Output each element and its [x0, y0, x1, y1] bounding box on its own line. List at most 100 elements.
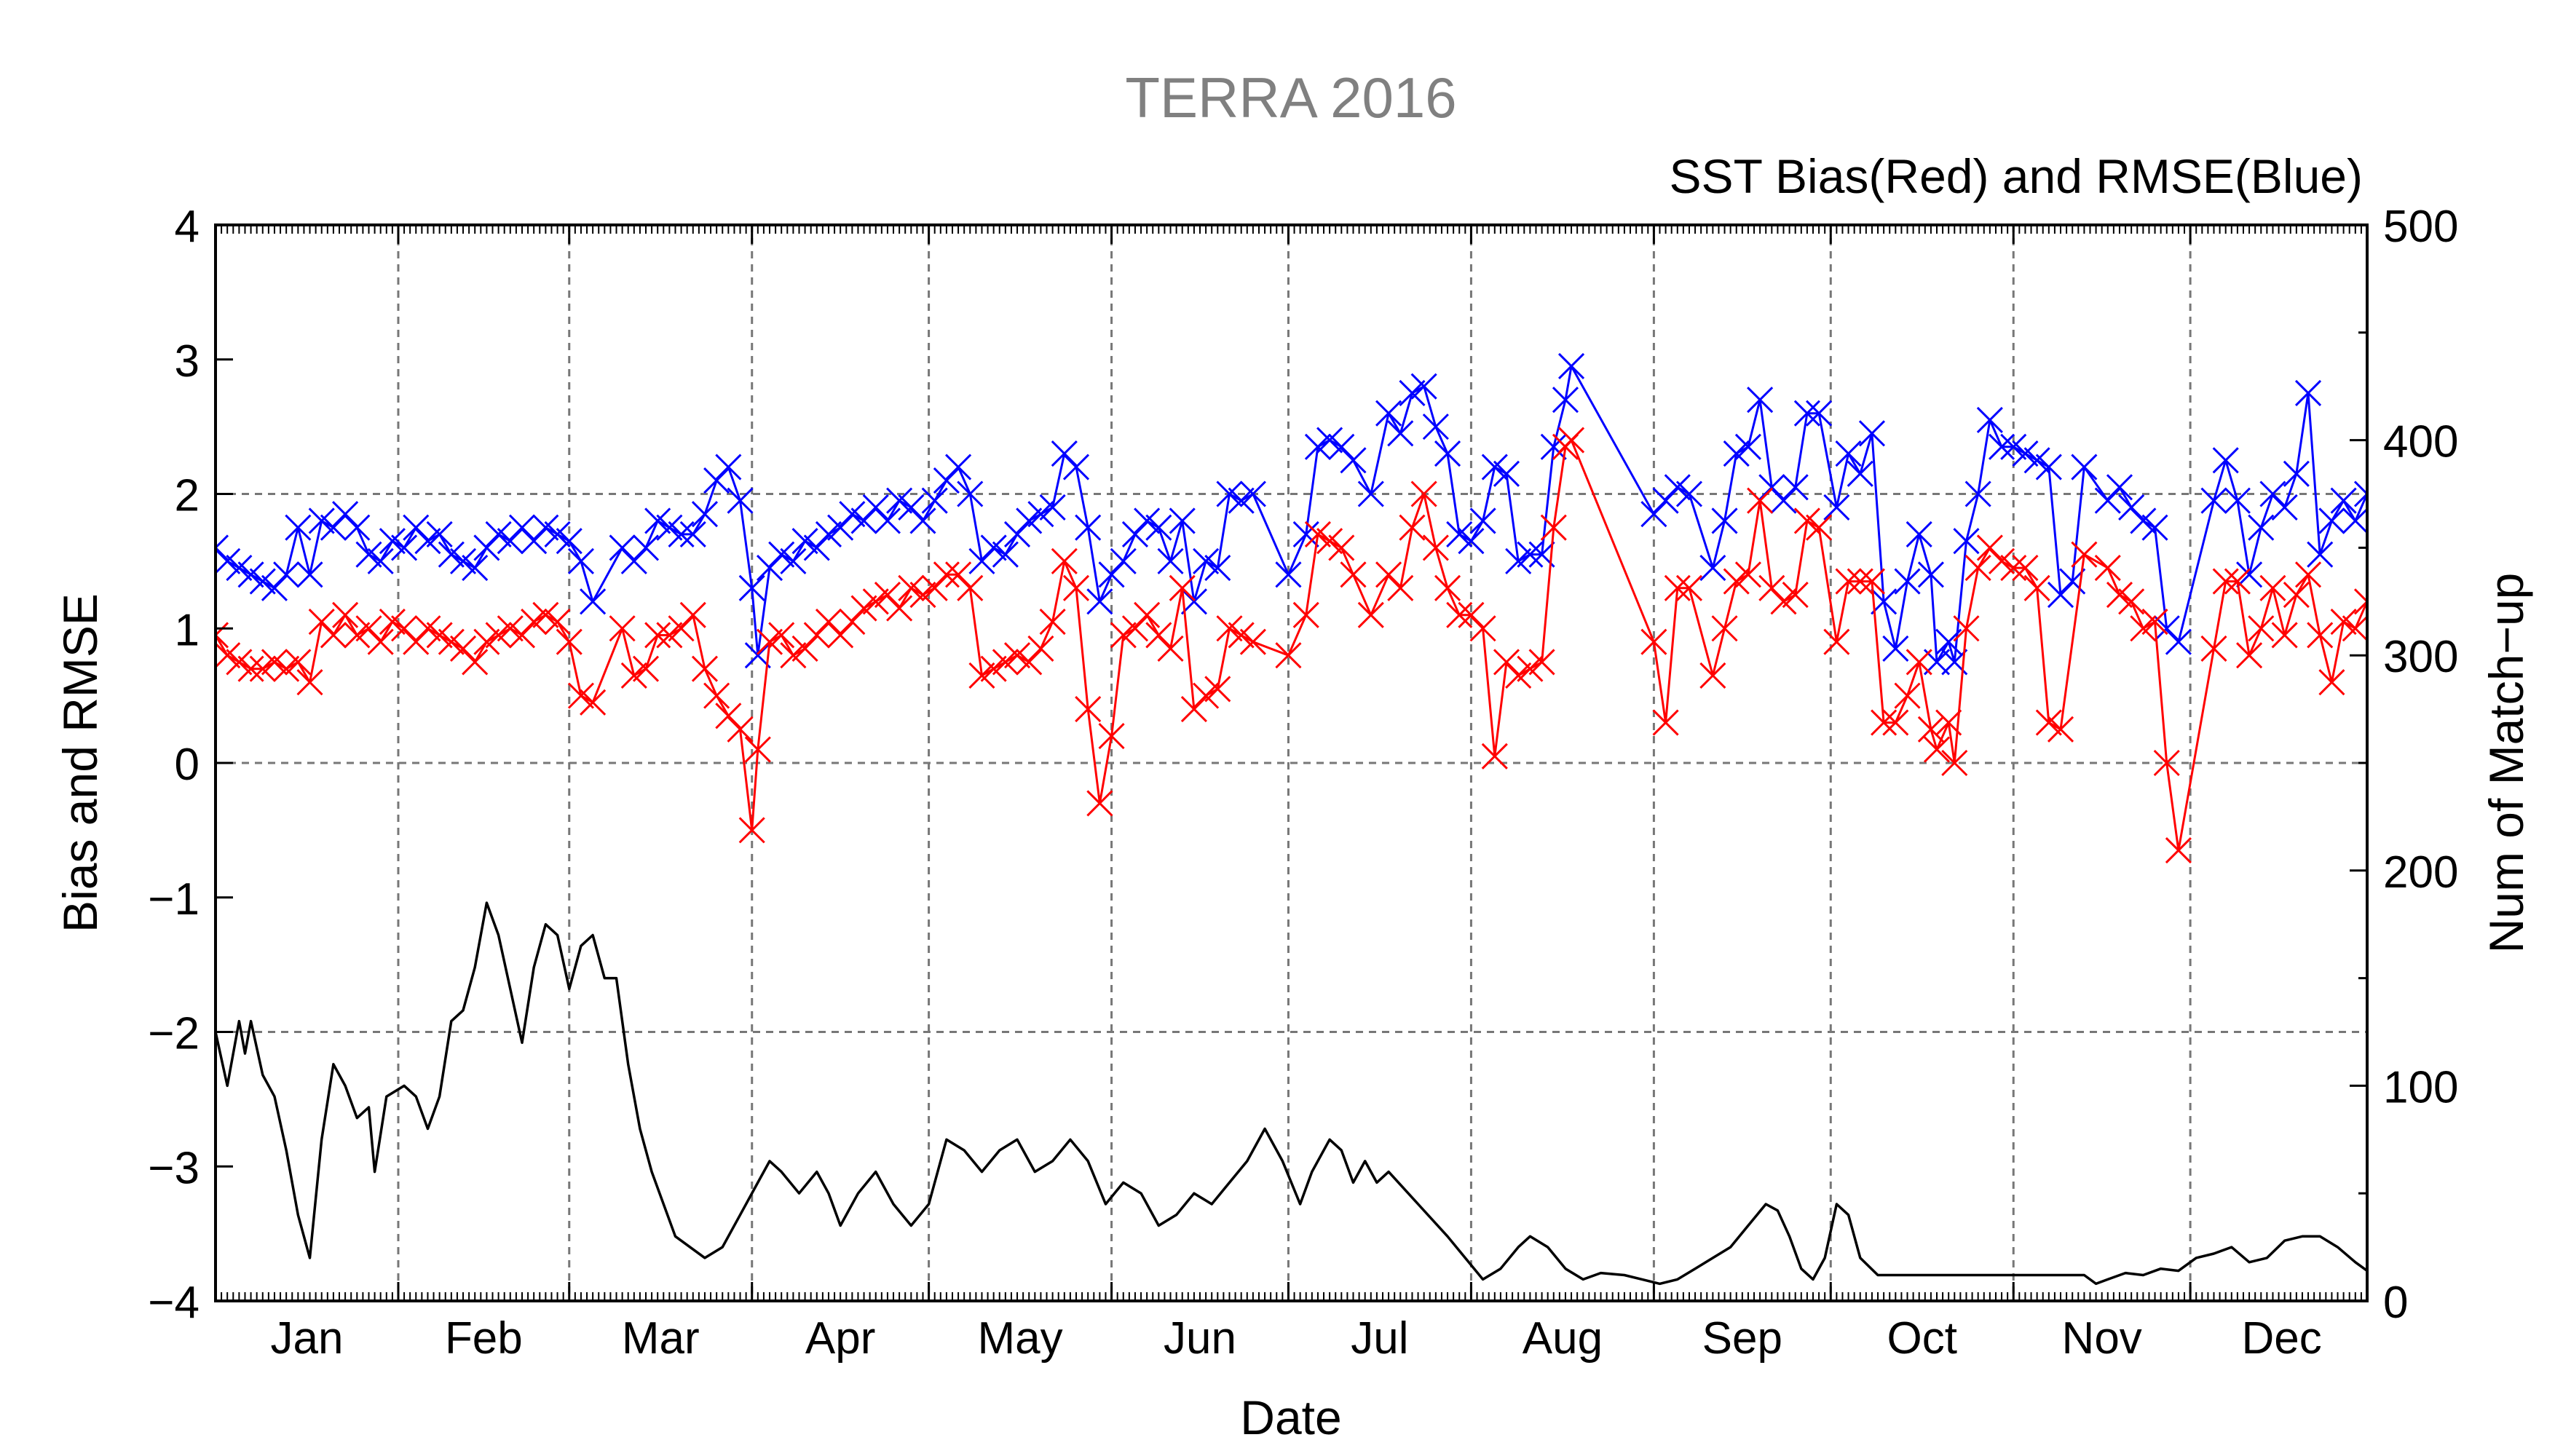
data-point-marker	[703, 682, 730, 709]
data-point-marker	[1216, 615, 1243, 642]
data-point-marker	[332, 501, 359, 528]
data-point-marker	[1770, 487, 1797, 514]
data-point-marker	[1228, 487, 1255, 514]
data-point-marker	[1387, 574, 1414, 601]
data-point-marker	[320, 622, 347, 649]
data-point-marker	[320, 514, 347, 541]
data-point-marker	[668, 615, 695, 642]
data-point-marker	[1039, 494, 1066, 521]
data-point-marker	[473, 534, 500, 561]
data-point-marker	[1557, 352, 1585, 380]
data-point-marker	[756, 555, 783, 582]
data-point-marker	[1121, 615, 1149, 642]
data-point-marker	[2153, 749, 2180, 777]
data-point-marker	[1422, 534, 1449, 561]
data-point-marker	[2200, 635, 2227, 662]
data-point-marker	[1481, 743, 1508, 769]
data-point-marker	[1540, 433, 1567, 460]
data-point-marker	[1882, 709, 1909, 736]
data-point-marker	[1793, 400, 1820, 427]
data-point-marker	[1517, 541, 1544, 568]
data-point-marker	[668, 521, 695, 547]
data-point-marker	[2071, 541, 2098, 568]
data-point-marker	[1458, 601, 1485, 628]
data-point-marker	[1806, 514, 1833, 541]
data-point-marker	[556, 628, 583, 655]
data-point-marker	[2106, 474, 2133, 501]
data-point-marker	[249, 568, 276, 595]
data-point-marker	[609, 534, 636, 561]
data-point-marker	[2248, 615, 2275, 642]
data-point-marker	[1711, 507, 1738, 534]
x-tick-label: Jul	[1351, 1313, 1408, 1364]
data-point-marker	[1216, 480, 1243, 507]
data-point-marker	[273, 655, 300, 682]
y-tick-label: 0	[175, 740, 200, 790]
data-point-marker	[1976, 406, 2003, 433]
x-tick-label: Oct	[1887, 1313, 1957, 1364]
x-axis-label: Date	[1240, 1390, 1341, 1444]
data-point-marker	[449, 635, 477, 662]
data-point-marker	[403, 628, 430, 655]
y-tick-label: 4	[175, 202, 200, 252]
data-point-marker	[249, 655, 276, 682]
y2-tick-label: 0	[2383, 1278, 2408, 1328]
data-point-marker	[1075, 514, 1102, 541]
data-point-marker	[414, 528, 441, 555]
data-point-marker	[532, 514, 559, 541]
data-point-marker	[957, 574, 984, 601]
grid	[216, 225, 2367, 1301]
data-point-marker	[1835, 568, 1862, 595]
data-point-marker	[827, 514, 854, 541]
data-point-marker	[1410, 373, 1437, 400]
data-point-marker	[1027, 635, 1054, 662]
data-point-marker	[379, 608, 406, 636]
data-point-marker	[391, 534, 418, 561]
data-point-marker	[980, 655, 1007, 682]
data-point-marker	[485, 622, 512, 649]
data-point-marker	[2342, 507, 2367, 534]
data-point-marker	[391, 615, 418, 642]
data-point-marker	[1723, 440, 1750, 467]
data-point-marker	[815, 608, 842, 636]
data-point-marker	[2094, 555, 2121, 582]
data-point-marker	[1458, 528, 1485, 555]
data-point-marker	[1357, 480, 1384, 507]
data-point-marker	[1953, 615, 1980, 642]
data-point-marker	[727, 716, 754, 743]
data-point-marker	[1747, 487, 1774, 514]
data-point-marker	[2330, 487, 2357, 514]
data-point-marker	[1328, 433, 1355, 460]
data-point-marker	[1169, 507, 1196, 534]
data-point-marker	[449, 547, 477, 574]
data-point-marker	[1871, 709, 1898, 736]
data-point-marker	[1941, 749, 1968, 777]
data-point-marker	[1711, 615, 1738, 642]
data-point-marker	[1806, 400, 1833, 427]
y-tick-label: 2	[175, 471, 200, 521]
x-tick-label: Mar	[622, 1313, 700, 1364]
data-point-marker	[691, 655, 719, 682]
data-point-marker	[744, 642, 771, 669]
data-point-marker	[1758, 574, 1785, 601]
data-point-marker	[226, 649, 253, 676]
data-point-marker	[1699, 555, 1726, 582]
data-point-marker	[2353, 588, 2367, 615]
data-point-marker	[273, 561, 300, 588]
data-point-marker	[644, 507, 671, 534]
x-tick-label: Aug	[1523, 1313, 1603, 1364]
data-point-marker	[898, 494, 925, 521]
data-point-marker	[2118, 588, 2145, 615]
x-tick-label: May	[978, 1313, 1063, 1364]
data-point-marker	[1469, 507, 1496, 534]
data-point-marker	[1953, 528, 1980, 555]
data-point-marker	[2118, 494, 2145, 521]
data-point-marker	[1906, 649, 1932, 676]
data-point-marker	[744, 736, 771, 763]
data-point-marker	[874, 582, 901, 609]
data-point-marker	[508, 622, 536, 649]
y2-tick-label: 400	[2383, 417, 2458, 467]
data-point-marker	[2130, 507, 2157, 534]
data-point-marker	[1699, 662, 1726, 689]
data-point-marker	[308, 507, 335, 534]
